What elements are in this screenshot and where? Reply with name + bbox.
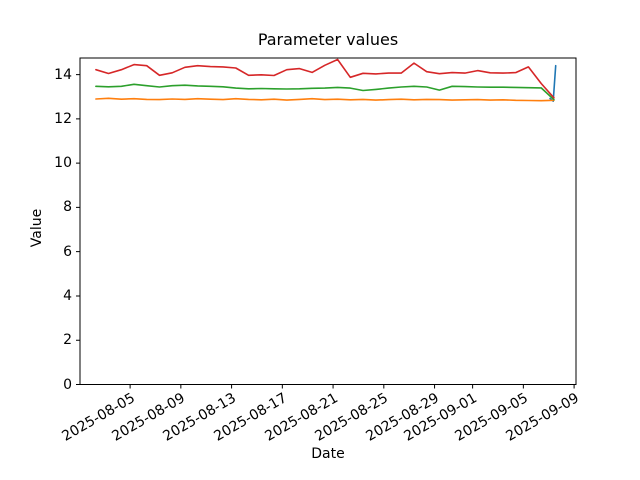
y-tick-label: 2	[63, 332, 72, 349]
y-tick-label: 6	[63, 243, 72, 260]
y-tick-label: 14	[54, 66, 72, 83]
series-green-line	[95, 83, 555, 101]
y-tick-label: 12	[54, 110, 72, 127]
y-tick-label: 4	[63, 287, 72, 304]
x-axis-label: Date	[311, 446, 345, 462]
plot-border	[79, 57, 577, 385]
chart-title: Parameter values	[257, 30, 399, 49]
y-tick-label: 8	[63, 199, 72, 216]
series-red-line	[95, 58, 555, 99]
y-tick-label: 10	[54, 155, 72, 172]
axis-tick-marks	[76, 74, 575, 389]
series-orange-line	[95, 97, 555, 102]
y-axis-label: Value	[29, 208, 45, 248]
y-tick-label: 0	[63, 376, 72, 393]
series-blue-line	[549, 64, 557, 102]
